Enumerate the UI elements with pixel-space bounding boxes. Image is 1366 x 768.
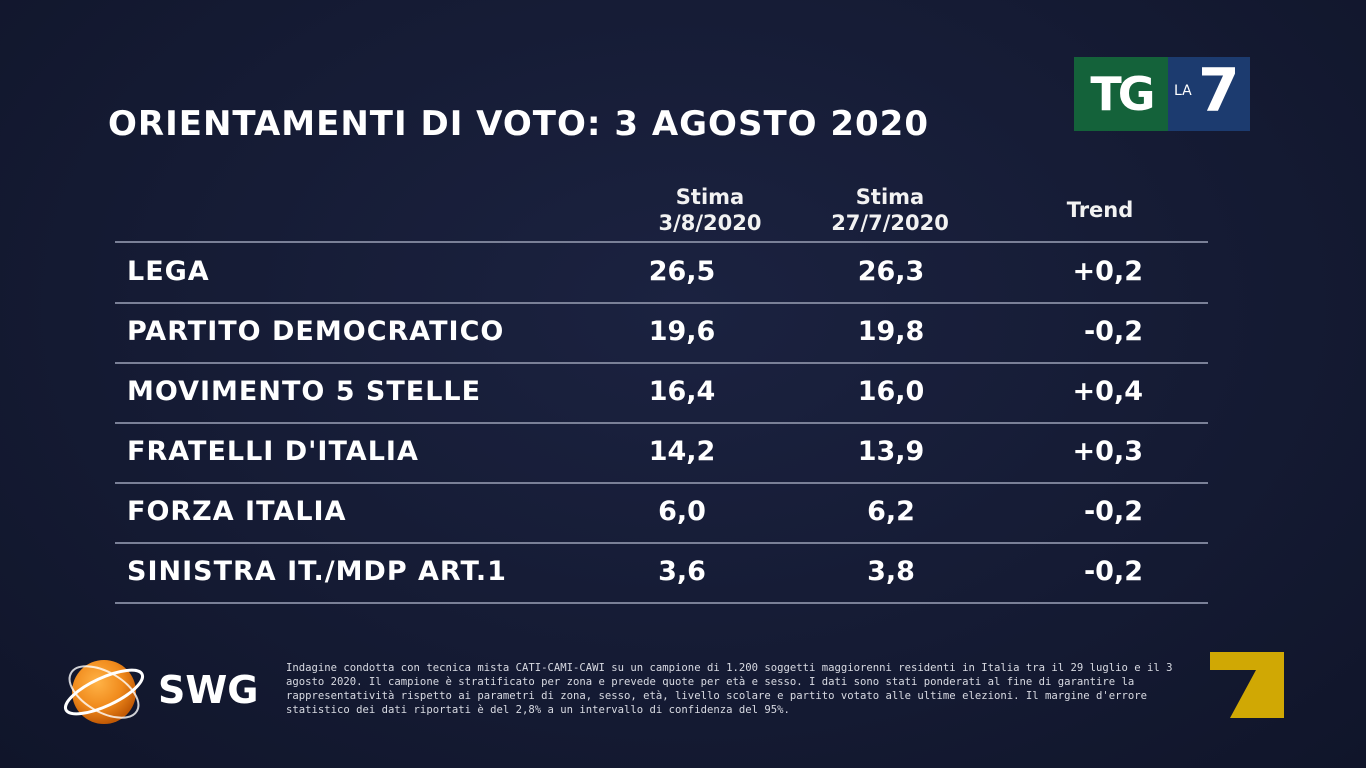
- column-header-previous-line1: Stima: [855, 185, 925, 209]
- table-divider: [115, 302, 1208, 304]
- column-header-current-line2: 3/8/2020: [658, 211, 762, 235]
- estimate-current: 6,0: [658, 496, 706, 527]
- trend-value: -0,2: [1083, 556, 1143, 587]
- trend-value: -0,2: [1083, 496, 1143, 527]
- la7-it-logo: [1196, 648, 1286, 720]
- table-divider: [115, 542, 1208, 544]
- table-row: PARTITO DEMOCRATICO 19,6 19,8 -0,2: [115, 304, 1208, 362]
- party-name: MOVIMENTO 5 STELLE: [127, 376, 482, 407]
- tg-la7-logo: TG LA 7: [1074, 57, 1250, 131]
- party-name: FORZA ITALIA: [127, 496, 347, 527]
- estimate-current: 14,2: [648, 436, 716, 467]
- methodology-note: Indagine condotta con tecnica mista CATI…: [286, 662, 1173, 716]
- swg-globe-icon: [63, 660, 145, 724]
- table-row: LEGA 26,5 26,3 +0,2: [115, 244, 1208, 302]
- estimate-current: 26,5: [648, 256, 716, 287]
- column-header-current: Stima 3/8/2020: [600, 184, 820, 236]
- trend-value: +0,4: [1072, 376, 1143, 407]
- table-row: SINISTRA IT./MDP ART.1 3,6 3,8 -0,2: [115, 544, 1208, 602]
- column-header-current-line1: Stima: [675, 185, 745, 209]
- swg-label: SWG: [158, 668, 259, 712]
- column-header-trend: Trend: [1066, 198, 1134, 222]
- table-divider: [115, 362, 1208, 364]
- trend-value: +0,3: [1072, 436, 1143, 467]
- table-divider: [115, 422, 1208, 424]
- estimate-previous: 16,0: [857, 376, 925, 407]
- trend-value: +0,2: [1072, 256, 1143, 287]
- table-divider: [115, 602, 1208, 604]
- estimate-current: 19,6: [648, 316, 716, 347]
- party-name: SINISTRA IT./MDP ART.1: [127, 556, 507, 587]
- party-name: LEGA: [127, 256, 210, 287]
- la7-it-icon: [1210, 652, 1284, 718]
- page-title: ORIENTAMENTI DI VOTO: 3 AGOSTO 2020: [108, 104, 930, 144]
- party-name: FRATELLI D'ITALIA: [127, 436, 419, 467]
- estimate-previous: 6,2: [867, 496, 915, 527]
- trend-value: -0,2: [1083, 316, 1143, 347]
- la7-la-text: LA: [1174, 83, 1192, 99]
- party-name: PARTITO DEMOCRATICO: [127, 316, 505, 347]
- la7-logo-mark: LA 7: [1168, 57, 1250, 131]
- estimate-previous: 26,3: [857, 256, 925, 287]
- table-row: MOVIMENTO 5 STELLE 16,4 16,0 +0,4: [115, 364, 1208, 422]
- estimate-current: 3,6: [658, 556, 706, 587]
- estimate-current: 16,4: [648, 376, 716, 407]
- estimate-previous: 13,9: [857, 436, 925, 467]
- la7-seven-text: 7: [1198, 56, 1240, 126]
- column-header-previous: Stima 27/7/2020: [790, 184, 990, 236]
- estimate-previous: 19,8: [857, 316, 925, 347]
- estimate-previous: 3,8: [867, 556, 915, 587]
- table-row: FRATELLI D'ITALIA 14,2 13,9 +0,3: [115, 424, 1208, 482]
- tg-logo-mark: TG: [1074, 57, 1168, 131]
- column-header-previous-line2: 27/7/2020: [831, 211, 949, 235]
- table-row: FORZA ITALIA 6,0 6,2 -0,2: [115, 484, 1208, 542]
- swg-logo: SWG: [58, 650, 268, 730]
- table-divider: [115, 241, 1208, 243]
- table-divider: [115, 482, 1208, 484]
